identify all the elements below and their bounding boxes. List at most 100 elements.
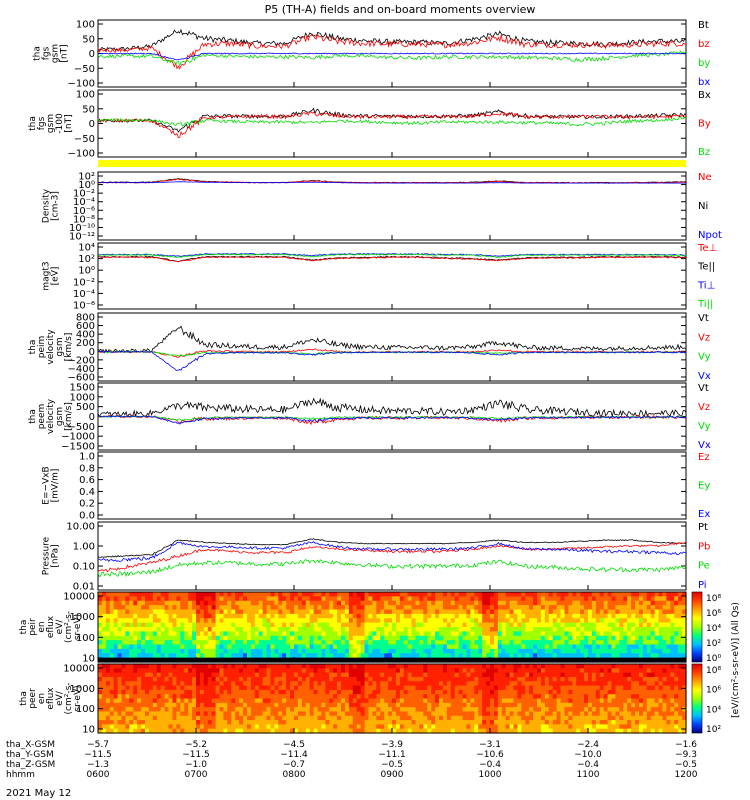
heatmap-cell: [635, 728, 640, 734]
series-Vy: [98, 415, 687, 421]
heatmap-cell: [435, 627, 440, 632]
heatmap-cell: [431, 648, 436, 654]
heatmap-cell: [215, 711, 221, 717]
heatmap-cell: [588, 618, 593, 624]
heatmap-cell: [399, 711, 405, 717]
heatmap-cell: [133, 644, 138, 650]
heatmap-cell: [321, 609, 326, 615]
heatmap-cell: [446, 664, 452, 669]
heatmap-cell: [246, 672, 252, 678]
heatmap-cell: [588, 724, 593, 730]
heatmap-cell: [348, 605, 354, 611]
heatmap-cell: [278, 672, 283, 678]
heatmap-cell: [203, 631, 209, 637]
heatmap-cell: [560, 653, 566, 659]
heatmap-cell: [270, 668, 275, 674]
heatmap-cell: [152, 596, 158, 602]
heatmap-cell: [329, 689, 334, 695]
heatmap-cell: [454, 640, 460, 646]
heatmap-cell: [399, 631, 405, 637]
heatmap-cell: [678, 648, 683, 654]
heatmap-cell: [125, 592, 130, 597]
heatmap-cell: [254, 672, 260, 678]
heatmap-cell: [560, 609, 566, 615]
heatmap-cell: [262, 648, 268, 654]
heatmap-cell: [419, 711, 424, 717]
heatmap-cell: [384, 613, 389, 619]
heatmap-cell: [105, 635, 111, 641]
heatmap-cell: [168, 618, 174, 624]
heatmap-cell: [642, 644, 648, 650]
heatmap-cell: [364, 664, 370, 669]
heatmap-cell: [607, 622, 613, 628]
heatmap-cell: [588, 640, 593, 646]
heatmap-cell: [172, 613, 177, 619]
heatmap-cell: [117, 681, 123, 687]
heatmap-cell: [239, 622, 244, 628]
heatmap-cell: [450, 609, 456, 615]
heatmap-cell: [525, 664, 530, 669]
heatmap-cell: [572, 728, 577, 734]
heatmap-cell: [666, 605, 671, 611]
heatmap-cell: [513, 644, 519, 650]
heatmap-cell: [121, 596, 127, 602]
heatmap-cell: [584, 631, 589, 637]
heatmap-cell: [580, 605, 585, 611]
heatmap-cell: [431, 609, 436, 615]
heatmap-cell: [141, 711, 146, 717]
heatmap-cell: [525, 592, 530, 597]
heatmap-cell: [129, 702, 134, 708]
heatmap-cell: [544, 685, 550, 691]
heatmap-cell: [591, 707, 597, 713]
heatmap-cell: [638, 640, 644, 646]
heatmap-cell: [203, 698, 209, 704]
heatmap-cell: [474, 596, 479, 602]
heatmap-cell: [344, 609, 350, 615]
heatmap-cell: [388, 592, 393, 597]
heatmap-cell: [619, 592, 624, 597]
heatmap-cell: [235, 672, 240, 678]
heatmap-cell: [564, 672, 569, 678]
heatmap-cell: [540, 711, 546, 717]
heatmap-cell: [572, 711, 577, 717]
heatmap-cell: [678, 635, 683, 641]
heatmap-cell: [211, 653, 217, 659]
heatmap-cell: [509, 653, 515, 659]
heatmap-cell: [113, 720, 119, 725]
heatmap-cell: [148, 668, 154, 674]
heatmap-cell: [266, 689, 272, 695]
heatmap-cell: [199, 720, 205, 725]
heatmap-cell: [348, 613, 354, 619]
heatmap-cell: [101, 672, 107, 678]
heatmap-cell: [301, 681, 307, 687]
heatmap-cell: [392, 676, 397, 682]
heatmap-cell: [446, 596, 452, 602]
heatmap-cell: [560, 613, 566, 619]
heatmap-cell: [278, 711, 283, 717]
heatmap-cell: [137, 715, 142, 721]
heatmap-cell: [525, 720, 530, 725]
heatmap-cell: [254, 728, 260, 734]
heatmap-cell: [305, 635, 311, 641]
heatmap-cell: [568, 676, 573, 682]
y-axis-label-line: -100: [55, 113, 65, 134]
heatmap-cell: [372, 635, 377, 641]
heatmap-cell: [148, 657, 154, 663]
heatmap-cell: [419, 715, 424, 721]
heatmap-cell: [603, 627, 609, 632]
heatmap-cell: [388, 711, 393, 717]
heatmap-cell: [490, 694, 495, 700]
series-by: [97, 50, 687, 67]
heatmap-cell: [439, 707, 444, 713]
heatmap-cell: [395, 622, 401, 628]
legend-Vx: Vx: [698, 440, 711, 451]
heatmap-cell: [548, 728, 554, 734]
heatmap-cell: [607, 698, 613, 704]
heatmap-cell: [297, 653, 303, 659]
heatmap-cell: [517, 635, 522, 641]
heatmap-cell: [607, 653, 613, 659]
heatmap-cell: [180, 613, 185, 619]
heatmap-cell: [674, 627, 679, 632]
heatmap-cell: [333, 600, 338, 606]
heatmap-cell: [125, 711, 130, 717]
